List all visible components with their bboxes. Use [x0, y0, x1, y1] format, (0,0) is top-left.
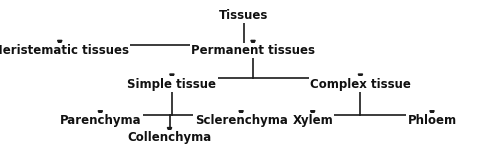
Text: Collenchyma: Collenchyma	[128, 131, 212, 144]
Text: Permanent tissues: Permanent tissues	[191, 44, 315, 57]
Text: Parenchyma: Parenchyma	[59, 114, 141, 127]
Text: Tissues: Tissues	[219, 9, 268, 22]
Text: Phloem: Phloem	[408, 114, 457, 127]
Text: Xylem: Xylem	[292, 114, 333, 127]
Text: Complex tissue: Complex tissue	[310, 78, 411, 91]
Text: Sclerenchyma: Sclerenchyma	[195, 114, 287, 127]
Text: Simple tissue: Simple tissue	[128, 78, 216, 91]
Text: Meristematic tissues: Meristematic tissues	[0, 44, 129, 57]
